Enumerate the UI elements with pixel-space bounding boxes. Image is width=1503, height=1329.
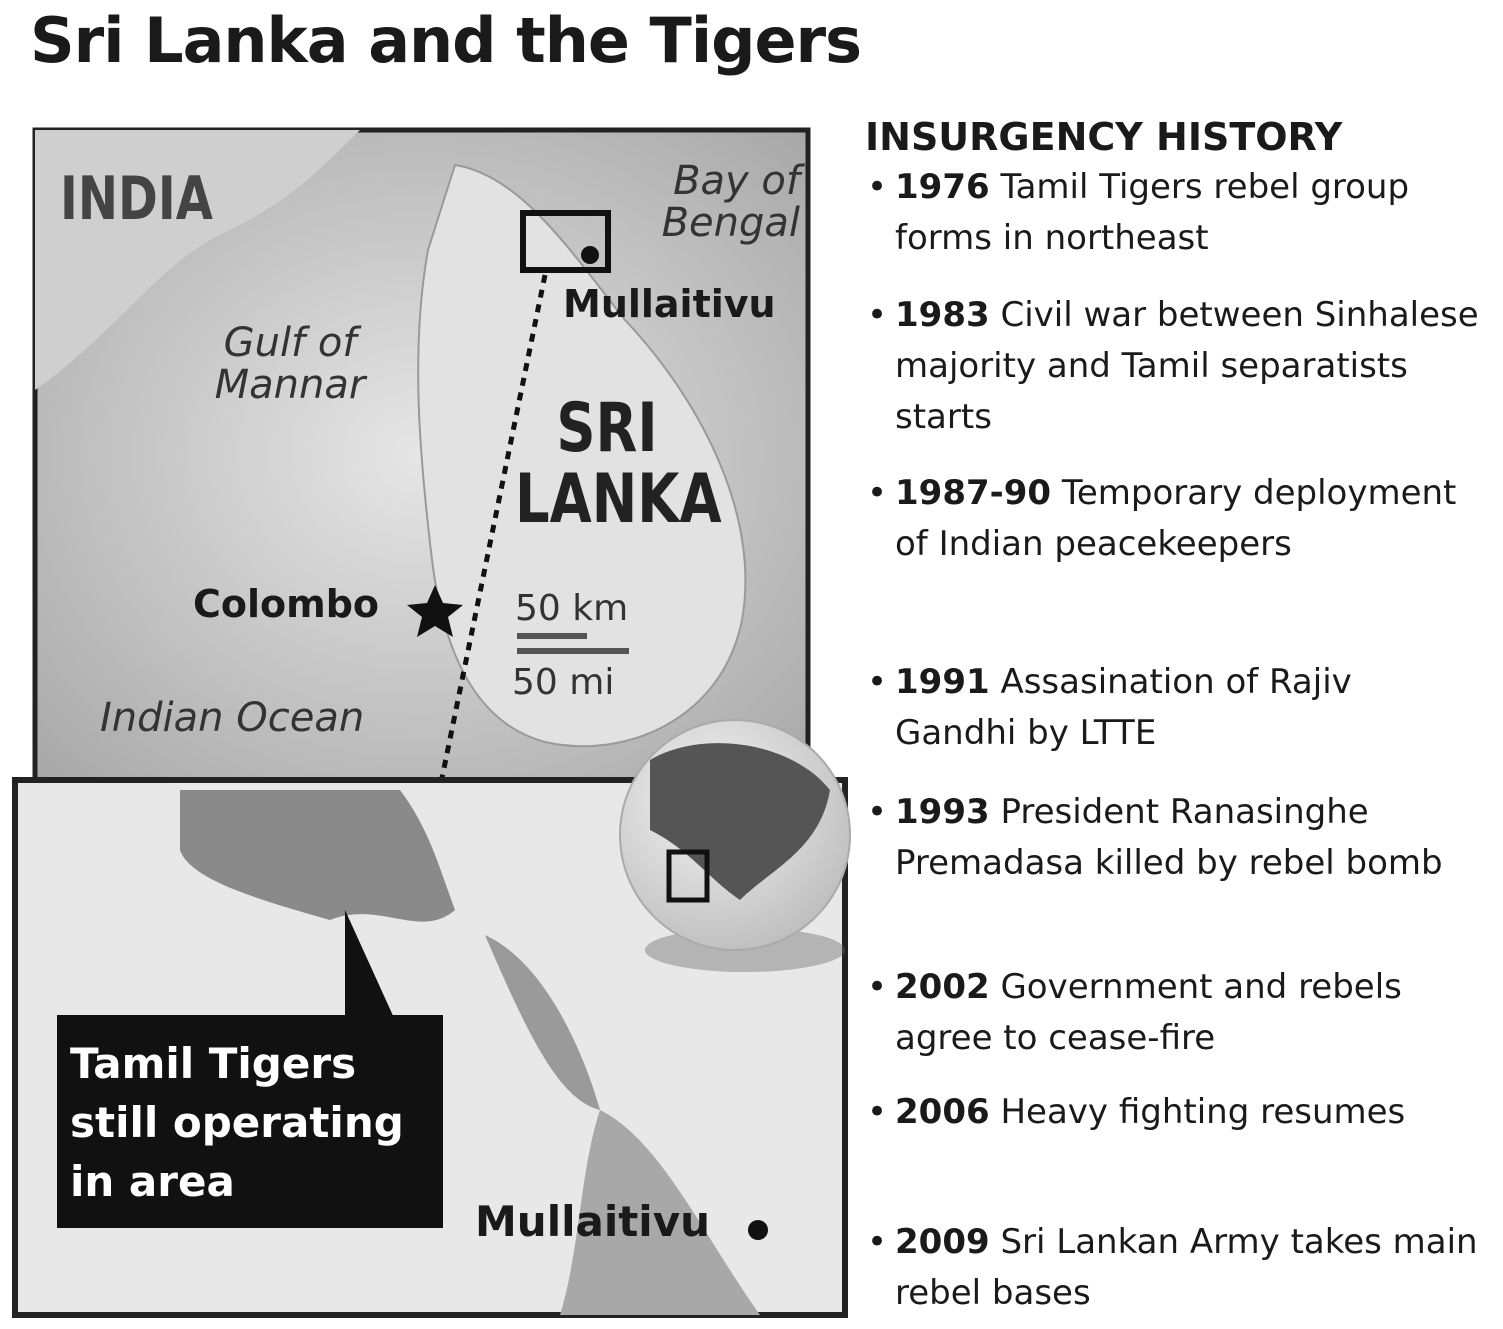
ocean-label: Indian Ocean bbox=[100, 695, 365, 741]
event-text: Civil war between Sinhalese majority and… bbox=[895, 295, 1479, 437]
bay-label: Bay of Bengal bbox=[661, 158, 800, 246]
callout-box bbox=[57, 1015, 443, 1228]
event-year: 1987-90 bbox=[895, 473, 1052, 513]
india-label: INDIA bbox=[60, 164, 213, 234]
event-year: 1993 bbox=[895, 792, 990, 832]
event-year: 1976 bbox=[895, 167, 990, 207]
dashed-connector bbox=[439, 274, 548, 779]
event-text: Sri Lankan Army takes main rebel bases bbox=[895, 1222, 1478, 1313]
scale-mi bbox=[517, 648, 629, 654]
event-year: 2002 bbox=[895, 967, 990, 1007]
colombo-label: Colombo bbox=[193, 582, 380, 626]
event-year: 1991 bbox=[895, 662, 990, 702]
history-event: 1976 Tamil Tigers rebel group forms in n… bbox=[865, 162, 1480, 264]
scale-km-label: 50 km bbox=[515, 588, 629, 629]
globe-locator bbox=[666, 849, 710, 903]
history-event: 2006 Heavy fighting resumes bbox=[865, 1087, 1480, 1138]
title: Sri Lanka and the Tigers bbox=[30, 4, 862, 77]
history-heading: INSURGENCY HISTORY bbox=[865, 115, 1343, 159]
event-text: Temporary deployment of Indian peacekeep… bbox=[895, 473, 1457, 564]
mullaitivu-inset-label: Mullaitivu bbox=[475, 1197, 710, 1246]
event-year: 1983 bbox=[895, 295, 990, 335]
callout-text: Tamil Tigers still operating in area bbox=[70, 1039, 404, 1206]
event-year: 2006 bbox=[895, 1092, 990, 1132]
globe-land bbox=[650, 743, 830, 900]
lagoon-3 bbox=[560, 1110, 760, 1315]
mullaitivu-label: Mullaitivu bbox=[563, 282, 776, 326]
mullaitivu-inset-dot bbox=[748, 1220, 768, 1240]
history-event: 1993 President Ranasinghe Premadasa kill… bbox=[865, 787, 1480, 889]
locator-box bbox=[520, 210, 611, 273]
gulf-label: Gulf of Mannar bbox=[214, 320, 366, 408]
history-event: 1991 Assasination of Rajiv Gandhi by LTT… bbox=[865, 657, 1480, 759]
event-text: Government and rebels agree to cease-fir… bbox=[895, 967, 1402, 1058]
history-event: 1987-90 Temporary deployment of Indian p… bbox=[865, 468, 1480, 570]
mullaitivu-dot bbox=[581, 246, 599, 264]
lagoon bbox=[180, 790, 455, 922]
scale-km bbox=[517, 633, 587, 639]
capital-star bbox=[407, 585, 463, 637]
event-year: 2009 bbox=[895, 1222, 990, 1262]
event-text: Tamil Tigers rebel group forms in northe… bbox=[895, 167, 1410, 258]
callout-pointer bbox=[345, 910, 395, 1020]
lagoon-2 bbox=[485, 935, 600, 1110]
india-land bbox=[35, 130, 360, 390]
event-text: Heavy fighting resumes bbox=[1000, 1092, 1406, 1132]
history-event: 2009 Sri Lankan Army takes main rebel ba… bbox=[865, 1217, 1480, 1319]
sri-lanka-label: SRI LANKA bbox=[515, 389, 722, 540]
history-event: 2002 Government and rebels agree to ceas… bbox=[865, 962, 1480, 1064]
scale-mi-label: 50 mi bbox=[512, 662, 615, 703]
event-text: Assasination of Rajiv Gandhi by LTTE bbox=[895, 662, 1352, 753]
history-event: 1983 Civil war between Sinhalese majorit… bbox=[865, 290, 1480, 443]
event-text: President Ranasinghe Premadasa killed by… bbox=[895, 792, 1443, 883]
sri-lanka-land bbox=[417, 163, 747, 748]
